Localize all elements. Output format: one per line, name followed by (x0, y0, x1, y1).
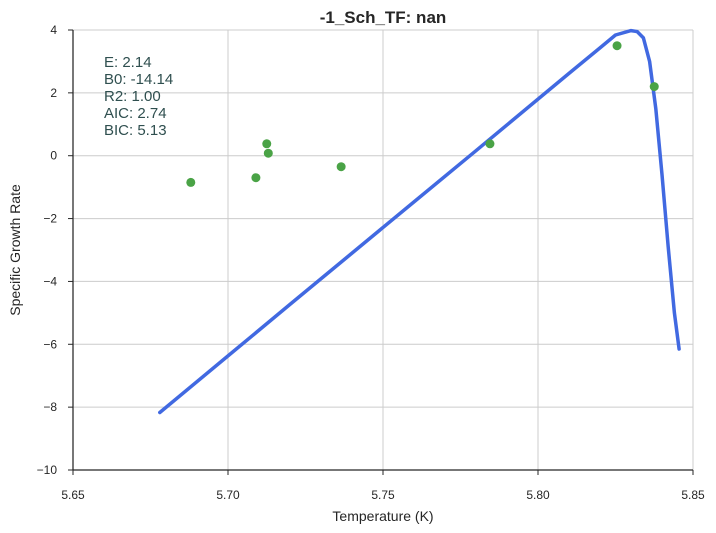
y-axis-label: Specific Growth Rate (7, 184, 23, 316)
x-tick-label: 5.75 (371, 488, 395, 502)
y-tick-label: −6 (43, 337, 57, 351)
y-tick-label: 0 (50, 149, 57, 163)
data-point (186, 177, 196, 187)
y-tick-label: −10 (37, 463, 58, 477)
data-point (485, 139, 495, 149)
annotation-line: AIC: 2.74 (104, 105, 167, 122)
x-tick-label: 5.80 (526, 488, 550, 502)
axis-ticks: 5.65 5.70 5.75 5.80 5.85 −10 −8 −6 −4 −2 0 2 4 (37, 23, 705, 502)
data-point (612, 41, 622, 51)
data-point (263, 148, 273, 158)
annotation-line: B0: -14.14 (104, 71, 173, 88)
data-point (336, 162, 346, 172)
annotation-line: E: 2.14 (104, 54, 152, 71)
data-point (251, 173, 261, 183)
x-axis-label: Temperature (K) (332, 508, 433, 524)
y-tick-label: 4 (50, 23, 57, 37)
y-tick-label: −8 (43, 400, 57, 414)
x-tick-label: 5.85 (681, 488, 705, 502)
data-point (649, 82, 659, 92)
fitted-curve-line (158, 28, 681, 415)
annotation-line: BIC: 5.13 (104, 122, 167, 139)
chart-title: -1_Sch_TF: nan (320, 8, 447, 27)
x-tick-label: 5.65 (61, 488, 85, 502)
y-tick-label: −2 (43, 212, 57, 226)
grid-lines (72, 29, 694, 471)
annotation-line: R2: 1.00 (104, 88, 161, 105)
y-tick-label: −4 (43, 274, 57, 288)
y-tick-label: 2 (50, 86, 57, 100)
plot-area (158, 28, 681, 415)
x-tick-label: 5.70 (216, 488, 240, 502)
data-point (262, 139, 272, 149)
